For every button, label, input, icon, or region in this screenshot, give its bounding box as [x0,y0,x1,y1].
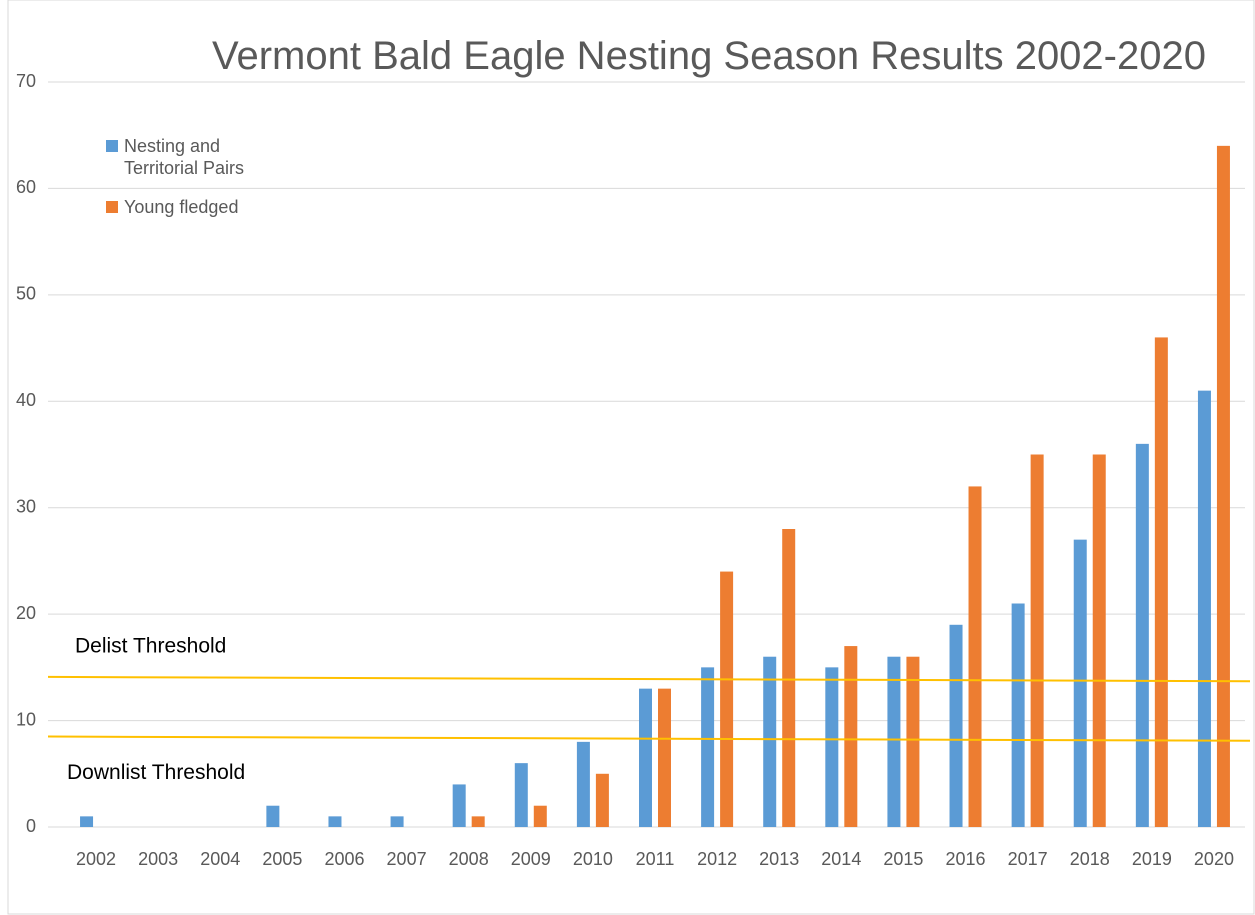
bar [1030,454,1044,827]
x-tick-label: 2011 [636,849,675,869]
x-tick-label: 2009 [511,849,551,869]
x-tick-label: 2019 [1132,849,1172,869]
legend-label: Young fledged [124,197,239,217]
bar [471,816,485,827]
bar [595,773,609,827]
bar [701,667,715,827]
x-tick-label: 2017 [1008,849,1048,869]
x-tick-label: 2003 [138,849,178,869]
bar [266,805,280,827]
bar [1073,539,1087,827]
x-tick-label: 2013 [759,849,799,869]
bar [514,763,528,827]
x-tick-label: 2008 [449,849,489,869]
y-tick-label: 40 [16,390,36,410]
bar [658,688,671,827]
bar [1092,454,1106,827]
bar [533,805,547,827]
y-tick-label: 0 [26,816,36,836]
bar [452,784,466,827]
bar [1011,603,1025,827]
x-tick-label: 2016 [946,849,986,869]
bar [844,646,858,827]
bar [887,656,901,827]
x-tick-label: 2012 [697,849,737,869]
bar [763,656,777,827]
bar [1197,390,1211,827]
bar [825,667,839,827]
threshold-line [47,735,1251,742]
legend-swatch [106,140,118,152]
x-tick-label: 2020 [1194,849,1234,869]
x-tick-label: 2018 [1070,849,1110,869]
legend-label: Nesting and Territorial Pairs [124,136,245,178]
x-tick-label: 2004 [200,849,240,869]
x-tick-label: 2014 [821,849,861,869]
bar [576,741,590,827]
x-tick-label: 2002 [76,849,116,869]
legend-entry: Nesting and Territorial Pairs [106,135,274,179]
x-tick-label: 2007 [387,849,427,869]
y-tick-label: 60 [16,177,36,197]
y-tick-label: 20 [16,603,36,623]
legend-swatch [106,201,118,213]
chart-title: Vermont Bald Eagle Nesting Season Result… [212,34,1206,78]
threshold-label: Delist Threshold [75,634,226,657]
x-tick-label: 2015 [883,849,923,869]
threshold-label: Downlist Threshold [67,761,245,784]
bar [639,688,652,827]
x-tick-label: 2010 [573,849,613,869]
bar [949,624,963,827]
y-tick-label: 50 [16,284,36,304]
bar [1154,337,1168,827]
bar [80,816,94,827]
x-tick-label: 2006 [324,849,364,869]
y-tick-label: 70 [16,71,36,91]
bar [1135,443,1149,827]
bar [328,816,342,827]
bar [720,571,734,827]
bar [906,656,920,827]
bar [968,486,982,827]
legend-entry: Young fledged [106,196,284,218]
bar [1216,145,1230,827]
bar [390,816,404,827]
bar [782,529,796,827]
x-tick-label: 2005 [262,849,302,869]
y-tick-label: 30 [16,496,36,516]
y-tick-label: 10 [16,709,36,729]
threshold-line [47,675,1251,683]
chart-border [7,0,1255,915]
